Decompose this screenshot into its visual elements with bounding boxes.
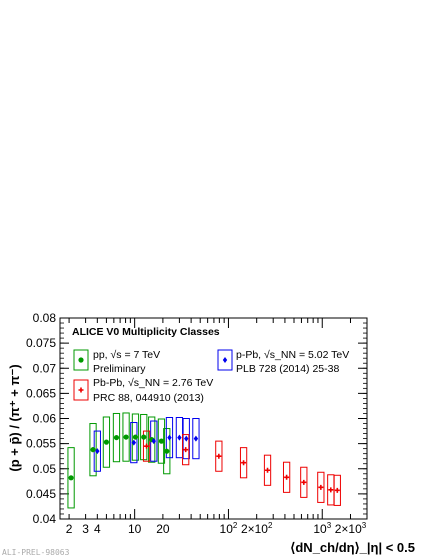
sys-error-box — [263, 454, 272, 486]
x-tick-label: 103 — [313, 521, 331, 536]
y-axis-label: (p + p̄) / (π⁺ + π⁻) — [7, 364, 22, 471]
systematic-error-boxes — [67, 412, 341, 509]
x-tick-exponent: 3 — [327, 521, 332, 530]
data-point-pbpb — [334, 487, 340, 493]
data-point-ppb — [151, 438, 156, 445]
sys-error-box — [102, 416, 111, 468]
x-tick-label: 10 — [128, 522, 142, 536]
watermark: ALI-PREL-98063 — [2, 548, 70, 557]
legend-pp-box — [73, 349, 89, 371]
data-point-ppb — [167, 434, 172, 441]
sys-error-box — [112, 412, 121, 463]
data-point-ppb — [184, 435, 189, 442]
legend-pbpb-marker — [78, 387, 84, 393]
legend-ppb-box — [217, 349, 233, 371]
sys-error-box — [131, 413, 140, 461]
sys-error-box — [215, 440, 223, 472]
y-tick-label: 0.06 — [33, 412, 57, 426]
x-tick-exponent: 3 — [362, 521, 367, 530]
legend-pp-sub: Preliminary — [93, 363, 146, 375]
y-tick-label: 0.05 — [33, 462, 57, 476]
y-tick-label: 0.055 — [26, 437, 56, 451]
data-point-ppb — [177, 434, 182, 441]
x-tick-label: 20 — [156, 522, 170, 536]
sys-error-box — [239, 447, 248, 479]
legend-ppb-sub: PLB 728 (2014) 25-38 — [236, 363, 339, 375]
data-point-pp — [90, 447, 96, 453]
sys-error-box — [182, 434, 190, 466]
sys-error-box — [282, 461, 291, 493]
data-point-pp — [164, 448, 170, 454]
legend-ppb-label: p-Pb, √s_NN = 5.02 TeV — [236, 349, 349, 361]
data-point-pp — [123, 434, 129, 440]
data-point-pbpb — [241, 460, 247, 466]
data-point-pbpb — [144, 443, 150, 449]
data-point-pp — [103, 439, 110, 445]
sys-error-box — [182, 418, 190, 460]
y-tick-label: 0.07 — [33, 361, 57, 375]
sys-error-box — [333, 474, 341, 506]
sys-error-box — [300, 466, 308, 498]
x-tick-label: 2×102 — [241, 521, 273, 536]
data-point-pbpb — [216, 453, 222, 459]
x-axis: 2 3 4 10 20 102 2×102 103 2×103 — [66, 318, 368, 536]
y-tick-label: 0.04 — [33, 512, 57, 526]
y-tick-label: 0.075 — [26, 336, 56, 350]
sys-error-box — [192, 418, 200, 460]
y-tick-label: 0.045 — [26, 487, 56, 501]
x-tick-label: 102 — [220, 521, 238, 536]
data-point-ppb — [131, 439, 137, 446]
y-tick-label: 0.08 — [33, 311, 57, 325]
data-points — [68, 434, 340, 493]
data-point-pbpb — [265, 467, 271, 473]
sys-error-box — [89, 423, 97, 477]
x-tick-label: 2 — [66, 522, 73, 536]
data-point-pp — [113, 434, 120, 441]
legend-pbpb-label: Pb-Pb, √s_NN = 2.76 TeV — [93, 377, 213, 389]
chart-title: ALICE V0 Multiplicity Classes — [72, 326, 220, 338]
sys-error-box — [122, 412, 130, 462]
legend-pp-marker — [78, 357, 84, 363]
data-point-pbpb — [318, 484, 324, 490]
data-point-pp — [158, 438, 165, 444]
x-tick-exponent: 2 — [268, 521, 273, 530]
x-tick-exponent: 2 — [233, 521, 238, 530]
data-point-pp — [132, 434, 139, 440]
data-point-pbpb — [183, 447, 189, 453]
sys-error-box — [142, 430, 151, 462]
data-point-pbpb — [328, 487, 334, 493]
x-axis-label: ⟨dN_ch/dη⟩_|η| < 0.5 — [290, 540, 415, 555]
legend-pbpb-sub: PRC 88, 044910 (2013) — [93, 392, 204, 404]
sys-error-box — [67, 447, 75, 509]
sys-error-box — [157, 418, 166, 464]
data-point-pbpb — [301, 479, 307, 485]
sys-error-box — [130, 422, 138, 464]
legend-pbpb-box — [73, 379, 89, 401]
x-tick-label: 2×103 — [335, 521, 367, 536]
data-point-pp — [68, 475, 74, 481]
data-point-ppb — [193, 435, 199, 442]
data-point-pp — [141, 434, 147, 440]
sys-error-box — [165, 416, 174, 459]
sys-error-box — [317, 471, 325, 503]
x-tick-label: 3 — [82, 522, 89, 536]
legend-ppb-marker — [222, 357, 228, 363]
y-tick-label: 0.065 — [26, 386, 56, 400]
x-tick-label: 4 — [94, 522, 101, 536]
data-point-pbpb — [284, 474, 290, 480]
data-point-ppb — [95, 448, 100, 455]
legend-pp-label: pp, √s = 7 TeV — [93, 349, 160, 361]
y-axis: 0.04 0.045 0.05 0.055 0.06 0.065 0.07 0.075 0.08 — [26, 311, 367, 526]
